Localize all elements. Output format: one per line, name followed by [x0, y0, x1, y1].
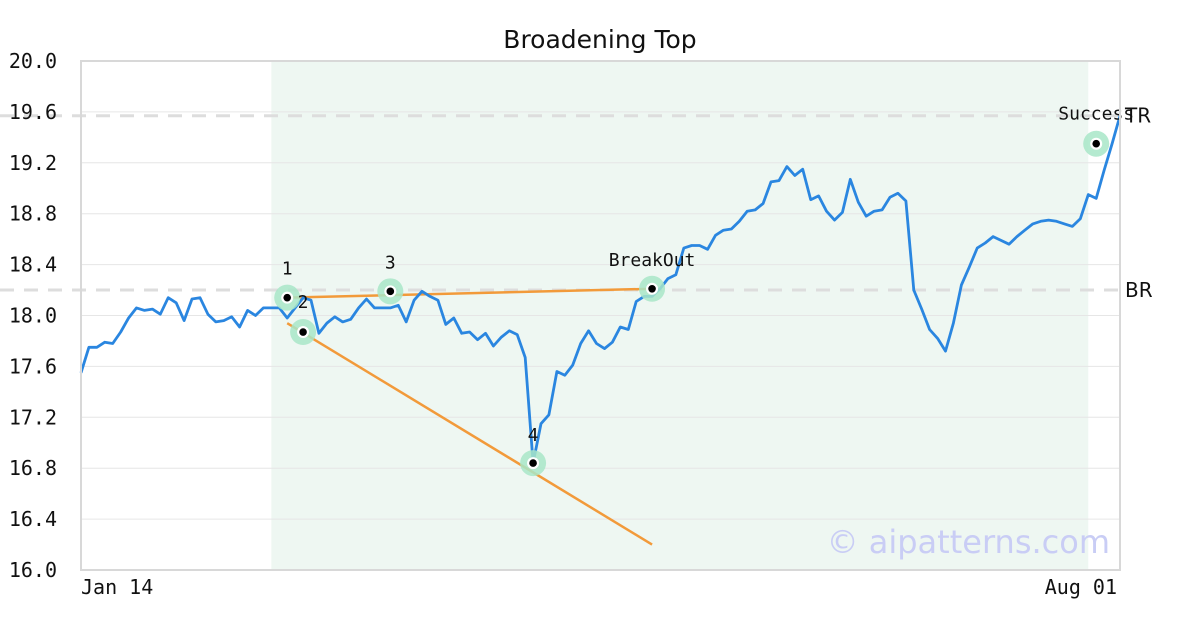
pattern-point-label: BreakOut: [609, 250, 696, 271]
marker-dot: [529, 459, 537, 467]
y-tick-label: 19.6: [9, 100, 57, 124]
level-label-br: BR: [1125, 278, 1153, 302]
pattern-point-breakout: BreakOut: [609, 250, 696, 302]
marker-dot: [283, 293, 292, 302]
y-tick-label: 16.0: [9, 558, 57, 582]
watermark: © aipatterns.com: [827, 523, 1110, 561]
marker-dot: [386, 287, 395, 296]
pattern-point-success: Success: [1058, 104, 1134, 157]
pattern-point-label: Success: [1058, 104, 1134, 125]
plot-frame: [80, 60, 1121, 571]
pattern-point-label: 2: [298, 292, 309, 313]
trendlines: [286, 287, 653, 546]
chart-title: Broadening Top: [503, 25, 696, 54]
pattern-point-label: 4: [528, 425, 539, 446]
trendline: [286, 322, 653, 546]
y-tick-label: 16.8: [9, 456, 57, 480]
pattern-point-label: 3: [385, 252, 396, 273]
price-line: [79, 115, 1122, 465]
y-tick-label: 18.8: [9, 202, 57, 226]
x-tick-label: Aug 01: [1045, 575, 1117, 599]
marker-dot: [1092, 139, 1101, 148]
y-tick-label: 20.0: [9, 49, 57, 73]
pattern-point-2: 2: [290, 292, 317, 346]
x-tick-label: Jan 14: [81, 575, 153, 599]
pattern-point-3: 3: [377, 252, 404, 305]
price-series: [79, 115, 1122, 465]
level-label-tr: TR: [1124, 104, 1151, 128]
y-tick-label: 19.2: [9, 151, 57, 175]
pattern-point-1: 1: [274, 259, 301, 311]
pattern-point-4: 4: [520, 425, 547, 477]
y-tick-label: 17.2: [9, 405, 57, 429]
trendline: [287, 287, 653, 299]
marker-dot: [648, 284, 656, 293]
y-tick-label: 16.4: [9, 507, 57, 531]
y-tick-label: 18.4: [9, 253, 57, 277]
y-tick-label: 17.6: [9, 354, 57, 378]
pattern-point-label: 1: [282, 259, 293, 280]
pattern-markers: 12 3 4 BreakOut Success: [274, 104, 1134, 477]
y-tick-label: 18.0: [9, 304, 57, 328]
marker-dot: [299, 328, 307, 336]
axis-labels: 16.0 16.4 16.8 17.2 17.6 18.0 18.4 18.8 19.2 19.6…: [9, 49, 1117, 599]
